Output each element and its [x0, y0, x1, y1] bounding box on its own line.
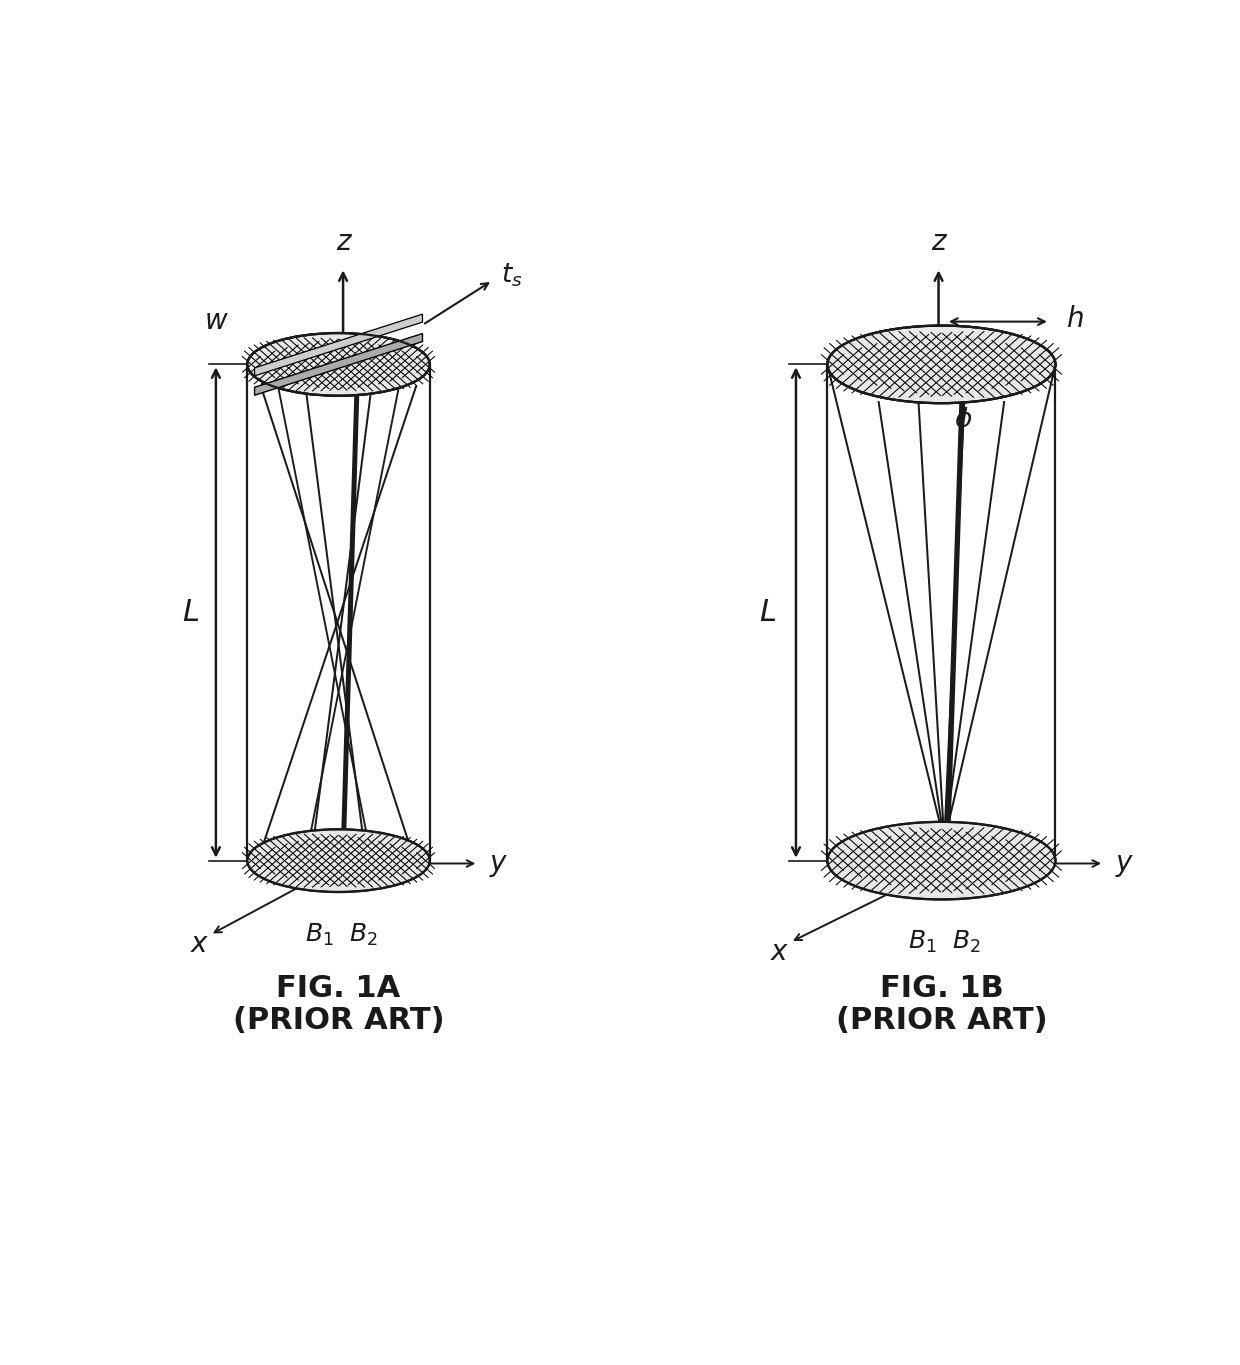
- Text: $t_s$: $t_s$: [501, 261, 523, 288]
- Text: z: z: [931, 228, 946, 257]
- Text: $\phi$: $\phi$: [954, 405, 972, 435]
- Text: x: x: [191, 931, 207, 958]
- Text: y: y: [490, 849, 506, 878]
- Text: x: x: [770, 938, 787, 966]
- Ellipse shape: [247, 333, 430, 396]
- Polygon shape: [254, 333, 423, 396]
- Text: $B_1$: $B_1$: [908, 930, 937, 955]
- Ellipse shape: [247, 830, 430, 891]
- Text: w: w: [205, 307, 227, 334]
- Text: FIG. 1A: FIG. 1A: [277, 975, 401, 1003]
- Text: $B_2$: $B_2$: [348, 921, 377, 947]
- Text: h: h: [1065, 304, 1084, 333]
- Text: (PRIOR ART): (PRIOR ART): [233, 1006, 444, 1035]
- Text: y: y: [1116, 849, 1132, 878]
- Text: (PRIOR ART): (PRIOR ART): [836, 1006, 1048, 1035]
- Polygon shape: [254, 314, 423, 375]
- Ellipse shape: [827, 326, 1055, 403]
- Ellipse shape: [827, 822, 1055, 900]
- Text: $B_1$: $B_1$: [305, 921, 334, 947]
- Text: z: z: [336, 228, 351, 257]
- Text: FIG. 1B: FIG. 1B: [879, 975, 1003, 1003]
- Text: L: L: [182, 598, 198, 627]
- Text: $B_2$: $B_2$: [951, 930, 980, 955]
- Text: L: L: [759, 598, 776, 627]
